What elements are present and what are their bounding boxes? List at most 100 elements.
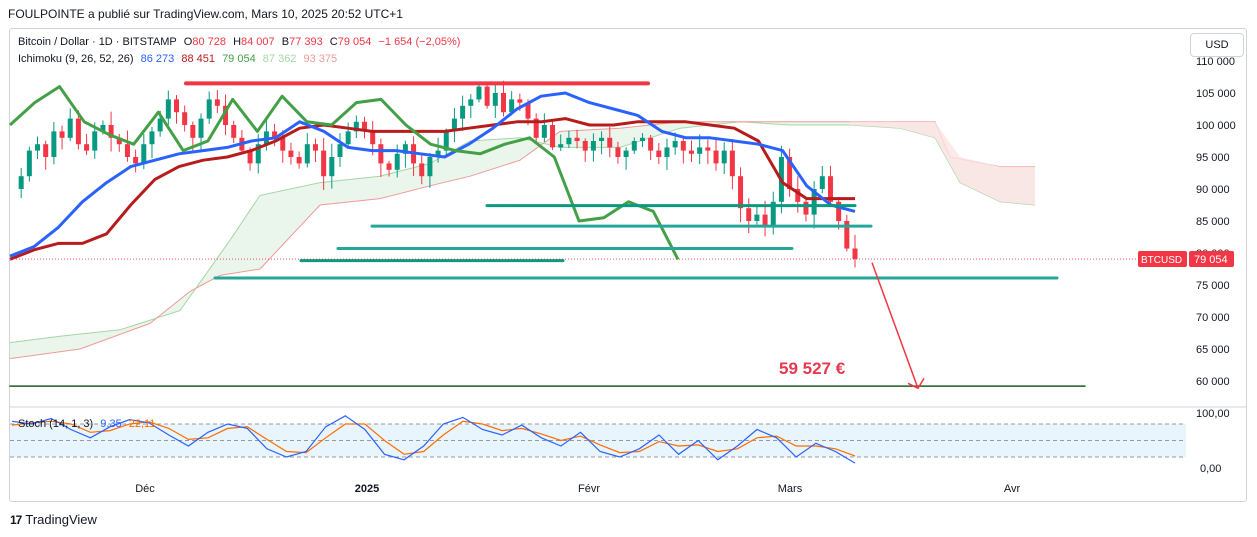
- candle-body: [84, 144, 90, 151]
- stochastic-pane: 100,00 0,00: [10, 406, 1246, 475]
- ichimoku-value-chikou: 79 054: [222, 53, 256, 65]
- candle-body: [231, 125, 237, 138]
- price-tick-label: 90 000: [1196, 184, 1230, 196]
- candle-body: [304, 144, 310, 164]
- stoch-k-value: 9,35: [100, 418, 122, 430]
- projection-arrow: 59 527 €: [779, 262, 925, 390]
- candle-body: [558, 144, 564, 148]
- candle-body: [476, 86, 482, 100]
- candle-body: [705, 147, 711, 151]
- candle-body: [533, 118, 539, 138]
- candle-body: [329, 157, 335, 177]
- candle-body: [631, 141, 637, 151]
- price-tick-label: 65 000: [1196, 344, 1230, 356]
- ichimoku-value-span-a: 87 362: [262, 53, 297, 65]
- candle-body: [353, 121, 359, 132]
- candle-body: [492, 93, 498, 106]
- symbol-title[interactable]: Bitcoin / Dollar · 1D · BITSTAMP: [18, 36, 177, 48]
- candle-body: [787, 157, 793, 189]
- candle-body: [296, 157, 302, 164]
- stoch-tick-label: 0,00: [1200, 463, 1221, 475]
- ichimoku-value-kijun: 88 451: [181, 53, 215, 65]
- candle-body: [746, 208, 752, 221]
- candle-body: [795, 189, 801, 202]
- candle-body: [615, 147, 621, 157]
- chikou-span-line: [8, 85, 680, 261]
- candle-body: [198, 118, 204, 138]
- candle-body: [35, 144, 41, 151]
- price-tick-label: 60 000: [1196, 376, 1230, 388]
- candle-body: [451, 118, 457, 132]
- time-axis-label: Avr: [1004, 483, 1021, 495]
- price-tick-label: 110 000: [1196, 56, 1235, 68]
- candle-body: [517, 99, 523, 103]
- candle-body: [590, 141, 596, 151]
- candle-body: [819, 176, 825, 189]
- candle-body: [762, 214, 768, 228]
- candle-body: [697, 147, 703, 154]
- candle-body: [223, 105, 229, 125]
- candle-body: [272, 131, 278, 138]
- candle-body: [182, 112, 188, 125]
- stoch-d-line: [11, 420, 856, 457]
- candle-body: [599, 137, 605, 141]
- candle-body: [92, 131, 98, 151]
- last-price-text: 79 054: [1194, 254, 1228, 266]
- candle-body: [566, 137, 572, 145]
- price-tick-label: 95 000: [1196, 152, 1230, 164]
- candle-body: [43, 144, 49, 157]
- price-tick-label: 100 000: [1196, 120, 1236, 132]
- horizontal-levels: [9, 81, 1086, 387]
- candle-body: [827, 176, 833, 202]
- candle-body: [59, 131, 65, 138]
- tradingview-logo-text: TradingView: [25, 512, 97, 527]
- candle-body: [386, 163, 392, 170]
- candle-body: [378, 144, 384, 164]
- publisher-line: FOULPOINTE a publié sur TradingView.com,…: [8, 7, 403, 21]
- candle-body: [656, 150, 662, 157]
- currency-button[interactable]: USD: [1190, 33, 1244, 57]
- candle-body: [100, 125, 106, 132]
- candle-body: [509, 99, 515, 113]
- candle-body: [713, 150, 719, 164]
- candle-body: [116, 137, 122, 145]
- tradingview-logo[interactable]: 17 TradingView: [10, 512, 97, 527]
- candle-body: [427, 157, 433, 177]
- ohlc-change: −1 654 (−2,05%): [378, 36, 461, 48]
- candle-body: [206, 99, 212, 119]
- candle-body: [247, 150, 253, 164]
- candle-body: [738, 176, 744, 209]
- candle-body: [75, 118, 81, 145]
- ohlc-low: B77 393: [281, 36, 323, 48]
- ohlc-open: O80 728: [183, 36, 226, 48]
- stoch-label[interactable]: Stoch (14, 1, 3): [18, 418, 94, 430]
- candle-body: [770, 201, 776, 228]
- candle-body: [280, 137, 286, 151]
- price-tick-label: 70 000: [1196, 312, 1230, 324]
- price-tick-label: 105 000: [1196, 88, 1236, 100]
- candle-body: [680, 141, 686, 151]
- candle-body: [582, 141, 588, 151]
- chart-frame[interactable]: [9, 28, 1247, 502]
- stoch-k-line: [11, 415, 856, 464]
- stoch-legend[interactable]: Stoch (14, 1, 3) 9,35 22,11: [18, 418, 159, 430]
- ichimoku-value-tenkan: 86 273: [140, 53, 175, 65]
- projection-arrowhead: [907, 377, 925, 390]
- ichimoku-label[interactable]: Ichimoku (9, 26, 52, 26): [18, 53, 134, 65]
- projection-arrow-line: [871, 262, 919, 389]
- stoch-tick-label: 100,00: [1196, 408, 1230, 420]
- candle-body: [623, 150, 629, 157]
- candle-body: [574, 137, 580, 141]
- candle-body: [141, 144, 147, 164]
- time-axis: Déc 2025 Févr Mars Avr: [135, 483, 1020, 495]
- candle-body: [500, 93, 506, 113]
- symbol-legend[interactable]: Bitcoin / Dollar · 1D · BITSTAMP O80 728…: [18, 36, 464, 48]
- candle-body: [288, 150, 294, 157]
- last-price-tag: [1189, 251, 1234, 268]
- ichimoku-lines: [8, 85, 856, 261]
- candle-body: [190, 125, 196, 138]
- ichimoku-legend[interactable]: Ichimoku (9, 26, 52, 26) 86 273 88 451 7…: [18, 53, 341, 65]
- candle-body: [541, 125, 547, 138]
- candle-body: [648, 137, 654, 151]
